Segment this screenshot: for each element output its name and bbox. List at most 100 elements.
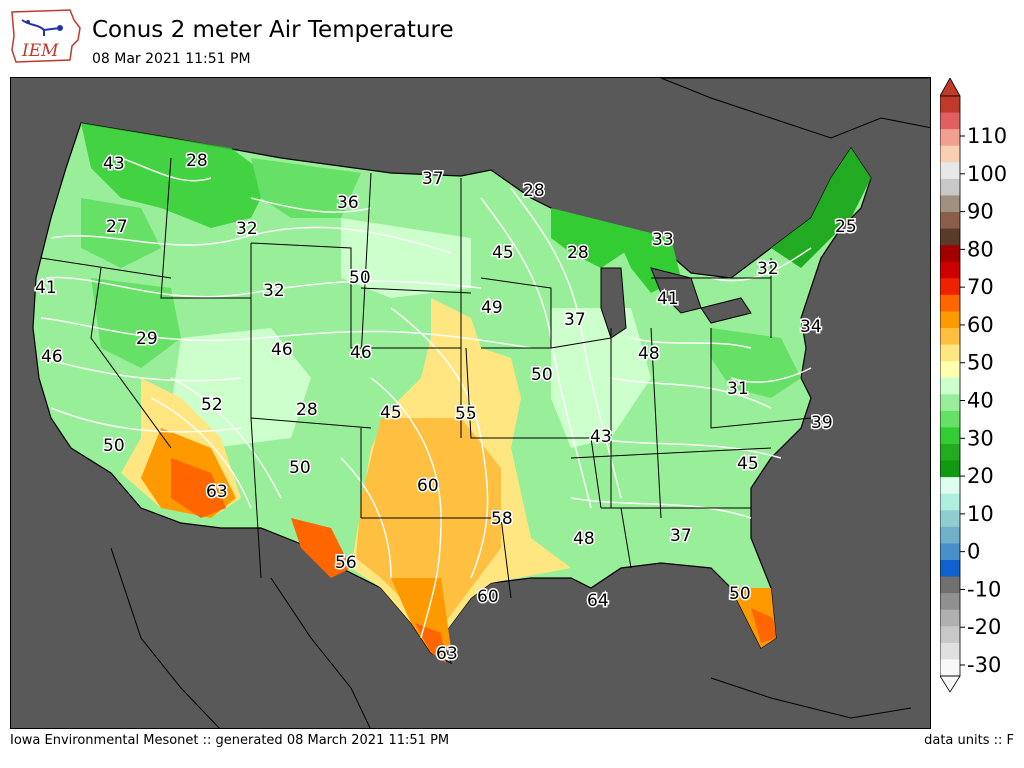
temperature-label: 48 [638,344,660,364]
temperature-labels: 43 28 37 28 36 27 32 45 28 33 25 50 41 32 32 49 41 29 37 34… [34,150,859,666]
colorbar-segment [940,444,960,462]
colorbar-segment [940,212,960,230]
temperature-label: 60 [477,587,499,607]
colorbar-segment [940,112,960,130]
colorbar-tick-label: 70 [967,275,994,299]
temperature-label: 50 [531,365,553,385]
temperature-label: 43 [103,154,125,174]
temperature-label: 37 [422,169,444,189]
temperature-label: 46 [271,340,293,360]
colorbar-segment [940,493,960,511]
colorbar-segment [940,178,960,196]
colorbar-segment [940,96,960,114]
colorbar-tick-label: -20 [967,615,1001,639]
colorbar-segment [940,427,960,445]
colorbar-segment [940,510,960,528]
temperature-label: 27 [106,217,128,237]
colorbar-segment [940,294,960,312]
colorbar-tick-label: 90 [967,200,994,224]
temperature-label: 50 [103,436,125,456]
temperature-label: 58 [491,509,513,529]
colorbar-segment [940,394,960,412]
colorbar-tick-label: -30 [967,653,1001,677]
colorbar-segment [940,377,960,395]
temperature-label: 50 [349,268,371,288]
colorbar-tick-label: -10 [967,577,1001,601]
colorbar-segment [940,195,960,213]
temperature-label: 46 [350,343,372,363]
colorbar-segment [940,659,960,677]
colorbar-tick-label: 60 [967,313,994,337]
colorbar-segment [940,560,960,578]
logo-text: IEM [21,41,59,61]
temperature-label: 49 [481,298,503,318]
colorbar-segment [940,593,960,611]
temperature-label: 46 [41,347,63,367]
colorbar-segment [940,328,960,346]
state-borders [40,157,812,599]
colorbar-segment [940,261,960,279]
map-timestamp: 08 Mar 2021 11:51 PM [92,51,251,67]
colorbar-segment [940,278,960,296]
colorbar-tick-label: 100 [967,162,1007,186]
temperature-label: 37 [564,310,586,330]
colorbar-tick-label: 0 [967,540,980,564]
colorbar-segment [940,344,960,362]
temperature-label: 45 [492,243,514,263]
colorbar-tick-label: 40 [967,389,994,413]
colorbar-segment [940,642,960,660]
temperature-label: 41 [657,289,679,309]
colorbar-tick-label: 20 [967,464,994,488]
temperature-label: 50 [289,458,311,478]
temperature-label: 32 [236,219,258,239]
temperature-map: 43 28 37 28 36 27 32 45 28 33 25 50 41 32 32 49 41 29 37 34… [10,77,931,729]
temperature-label: 32 [757,259,779,279]
temperature-label: 45 [737,454,759,474]
temperature-label: 55 [455,404,477,424]
colorbar-segment [940,162,960,180]
temperature-label: 48 [573,529,595,549]
temperature-label: 60 [417,476,439,496]
temperature-label: 32 [263,281,285,301]
colorbar-min-arrow [939,675,961,693]
colorbar-segment [940,311,960,329]
colorbar-segment [940,543,960,561]
iem-logo: IEM [8,6,84,68]
temperature-label: 28 [186,151,208,171]
temperature-label: 45 [380,403,402,423]
temperature-label: 37 [670,526,692,546]
footer-credit: Iowa Environmental Mesonet :: generated … [10,733,450,748]
colorbar-tick-label: 50 [967,351,994,375]
temperature-label: 33 [652,230,674,250]
temperature-colorbar: 110 100 90 80 70 60 50 40 30 20 10 0 -10 -20 -30 [939,77,1024,694]
temperature-label: 64 [587,591,609,611]
temperature-label: 41 [35,278,57,298]
temperature-label: 52 [201,395,223,415]
colorbar-tick-label: 30 [967,426,994,450]
colorbar-segment [940,460,960,478]
temperature-label: 28 [567,243,589,263]
footer-units: data units :: F [924,733,1014,748]
colorbar-segment [940,245,960,263]
temperature-label: 34 [800,317,822,337]
colorbar-tick-label: 110 [967,124,1007,148]
colorbar-segment [940,361,960,379]
colorbar-segment [940,526,960,544]
temperature-label: 63 [206,482,228,502]
temperature-label: 63 [436,644,458,664]
colorbar-segment [940,129,960,147]
temperature-label: 31 [727,379,749,399]
colorbar-segment [940,410,960,428]
temperature-label: 29 [136,329,158,349]
temperature-label: 28 [523,181,545,201]
colorbar-tick-label: 10 [967,502,994,526]
colorbar-segment [940,477,960,495]
colorbar-segment [940,145,960,163]
temperature-label: 56 [335,553,357,573]
colorbar-segment [940,576,960,594]
temperature-label: 25 [835,217,857,237]
colorbar-segment [940,626,960,644]
colorbar-tick-label: 80 [967,237,994,261]
temperature-label: 39 [811,413,833,433]
temperature-label: 28 [296,400,318,420]
